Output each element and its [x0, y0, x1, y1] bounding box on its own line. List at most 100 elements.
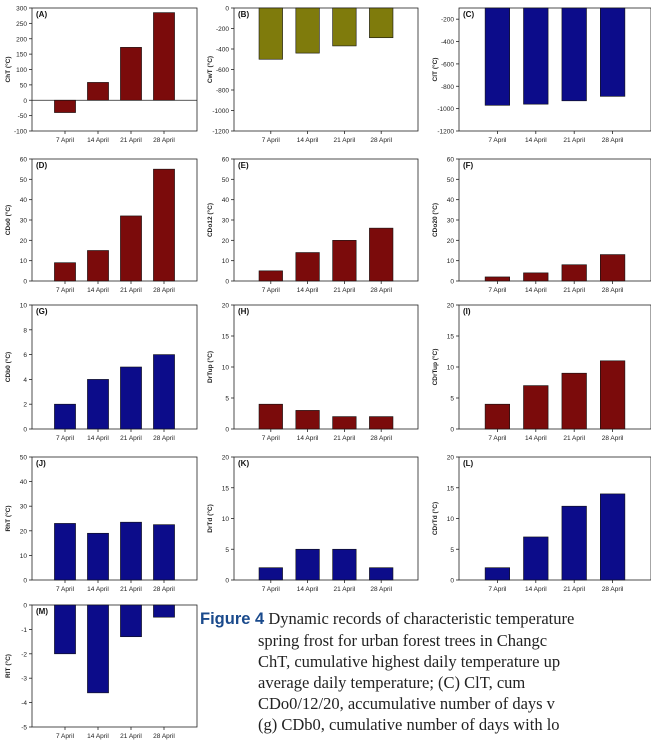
y-axis-label: DrTd (°C)	[206, 504, 214, 533]
y-tick-label: 0	[23, 578, 27, 585]
y-tick-label: -800	[441, 84, 454, 91]
y-tick-label: 300	[16, 6, 27, 13]
x-tick-label: 28 April	[602, 137, 624, 144]
x-tick-label: 7 April	[262, 137, 281, 144]
y-tick-label: -1200	[212, 129, 229, 136]
bar	[153, 524, 175, 581]
panel-c: -1200 -1000 -800 -600 -400 -200 7 April 14 Apri…	[431, 7, 651, 144]
y-tick-label: 10	[20, 553, 28, 560]
y-tick-label: 10	[447, 516, 455, 523]
panel-label: (D)	[36, 161, 47, 170]
y-tick-label: 0	[450, 578, 454, 585]
y-tick-label: 100	[16, 67, 27, 74]
plot-frame	[31, 604, 198, 728]
x-tick-label: 28 April	[370, 287, 392, 294]
bar	[295, 7, 320, 54]
panel-label: (F)	[463, 161, 474, 170]
y-tick-label: 5	[450, 396, 454, 403]
y-tick-label: -50	[18, 113, 28, 120]
y-tick-label: -3	[21, 676, 27, 683]
panel-label: (E)	[238, 161, 249, 170]
x-tick-label: 7 April	[56, 287, 75, 294]
panel-label: (J)	[36, 459, 46, 468]
y-tick-label: 20	[447, 455, 455, 462]
x-tick-label: 7 April	[488, 137, 507, 144]
x-tick-label: 21 April	[563, 435, 585, 442]
x-tick-label: 21 April	[334, 586, 356, 593]
panel-m: -5 -4 -3 -2 -1 0 7 April 14 April 21 April 28 Apr…	[4, 603, 198, 740]
y-tick-label: 30	[20, 504, 28, 511]
y-tick-label: 10	[222, 258, 230, 265]
panel-l: 0 5 10 15 20 7 April 14 April 21 April 28 April (…	[431, 455, 651, 593]
x-tick-label: 14 April	[297, 586, 319, 593]
bar	[54, 262, 76, 282]
caption-line-4: average daily temperature; (C) ClT, cum	[258, 673, 526, 692]
y-tick-label: 0	[225, 427, 229, 434]
y-tick-label: 10	[447, 365, 455, 372]
bar	[295, 548, 320, 581]
bar	[258, 567, 283, 581]
x-tick-label: 7 April	[56, 733, 75, 740]
bar	[54, 523, 76, 581]
x-tick-label: 28 April	[370, 435, 392, 442]
x-tick-label: 21 April	[563, 287, 585, 294]
y-tick-label: 0	[225, 279, 229, 286]
y-tick-label: 250	[16, 21, 27, 28]
x-tick-label: 28 April	[602, 586, 624, 593]
y-tick-label: 20	[447, 238, 455, 245]
y-tick-label: 40	[20, 479, 28, 486]
x-tick-label: 14 April	[525, 435, 547, 442]
y-tick-label: 10	[222, 516, 230, 523]
bar	[87, 604, 109, 694]
x-tick-label: 14 April	[87, 586, 109, 593]
y-tick-label: 0	[450, 279, 454, 286]
panel-k: 0 5 10 15 20 7 April 14 April 21 April 28 April (…	[206, 455, 419, 593]
x-tick-label: 7 April	[56, 586, 75, 593]
bar	[87, 532, 109, 581]
y-tick-label: -400	[441, 39, 454, 46]
y-tick-label: -200	[441, 17, 454, 24]
y-tick-label: 30	[222, 218, 230, 225]
panel-i: 0 5 10 15 20 7 April 14 April 21 April 28 April (…	[431, 303, 651, 442]
panel-e: 0 10 20 30 40 50 60 7 April 14 April 21 April 28 A…	[206, 157, 419, 294]
x-tick-label: 7 April	[56, 137, 75, 144]
bar	[295, 252, 320, 282]
y-tick-label: 50	[222, 177, 230, 184]
x-tick-label: 21 April	[120, 435, 142, 442]
panel-label: (I)	[463, 307, 471, 316]
panel-label: (K)	[238, 459, 249, 468]
y-tick-label: 60	[222, 157, 230, 164]
y-tick-label: 0	[225, 578, 229, 585]
x-tick-label: 14 April	[525, 137, 547, 144]
bar	[153, 354, 175, 430]
bar	[54, 604, 76, 655]
y-tick-label: 30	[447, 218, 455, 225]
y-tick-label: -600	[441, 61, 454, 68]
plot-frame	[31, 456, 198, 581]
x-tick-label: 14 April	[297, 287, 319, 294]
y-tick-label: 40	[447, 197, 455, 204]
y-tick-label: 5	[225, 547, 229, 554]
bar	[600, 493, 626, 581]
y-tick-label: 50	[20, 82, 28, 89]
y-tick-label: 10	[20, 258, 28, 265]
y-tick-label: 60	[20, 157, 28, 164]
x-tick-label: 21 April	[120, 733, 142, 740]
bar	[484, 567, 510, 581]
x-tick-label: 14 April	[525, 287, 547, 294]
y-tick-label: 40	[20, 197, 28, 204]
y-tick-label: 20	[447, 303, 455, 310]
x-tick-label: 7 April	[488, 586, 507, 593]
y-tick-label: 4	[23, 377, 27, 384]
caption-line-5: CDo0/12/20, accumulative number of days …	[258, 694, 555, 713]
x-tick-label: 28 April	[153, 287, 175, 294]
bar	[258, 7, 283, 60]
panel-label: (C)	[463, 10, 474, 19]
x-tick-label: 21 April	[334, 287, 356, 294]
bar	[523, 272, 549, 282]
x-tick-label: 28 April	[602, 287, 624, 294]
y-tick-label: 20	[222, 455, 230, 462]
bar	[484, 276, 510, 282]
x-tick-label: 14 April	[525, 586, 547, 593]
